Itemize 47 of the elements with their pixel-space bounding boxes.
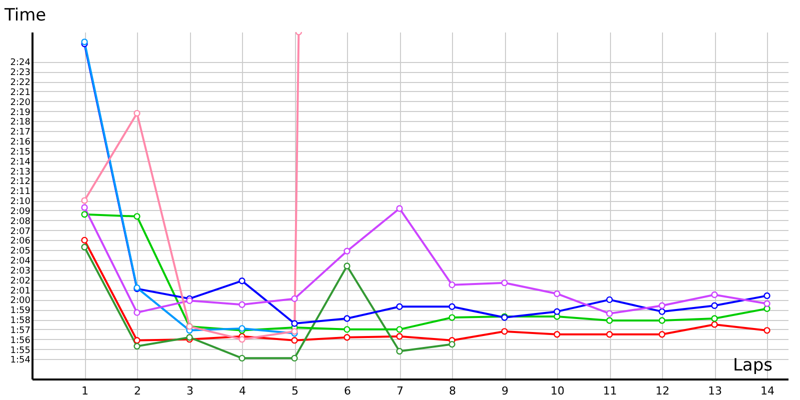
y-tick-label: 2:01 (10, 286, 30, 296)
y-tick-label: 2:19 (10, 108, 31, 118)
y-tick-label: 1:55 (10, 346, 30, 356)
y-tick-label: 2:07 (10, 226, 30, 237)
y-tick-label: 1:56 (10, 336, 31, 346)
y-tick-label: 2:12 (10, 177, 30, 188)
y-tick-label: 1:58 (10, 316, 31, 326)
x-tick-label: 13 (708, 384, 722, 398)
y-tick-label: 2:21 (10, 88, 30, 98)
y-tick-label: 2:00 (10, 296, 31, 306)
y-tick-label: 2:14 (10, 157, 31, 168)
y-tick-label: 2:02 (10, 276, 30, 286)
y-tick-label: 2:10 (10, 197, 31, 208)
y-tick-label: 2:11 (10, 187, 30, 198)
y-tick-label: 2:18 (10, 118, 31, 128)
x-tick-label: 7 (396, 384, 404, 398)
x-tick-label: 8 (449, 384, 456, 398)
y-tick-label: 2:15 (10, 147, 30, 158)
x-tick-label: 12 (656, 384, 670, 398)
x-tick-label: 1 (82, 384, 88, 398)
y-tick-label: 2:04 (10, 256, 31, 267)
y-tick-label: 2:06 (10, 236, 31, 247)
x-axis-title: Laps (732, 356, 773, 376)
x-tick-label: 6 (344, 384, 351, 398)
x-tick-label: 11 (603, 384, 617, 398)
x-tick-label: 5 (292, 384, 298, 398)
x-tick-label: 10 (550, 384, 564, 398)
y-tick-label: 2:13 (10, 167, 30, 178)
y-tick-label: 2:22 (10, 78, 30, 88)
y-tick-label: 2:08 (10, 216, 31, 227)
y-tick-label: 2:23 (10, 68, 30, 78)
y-tick-label: 2:05 (10, 246, 30, 257)
y-tick-label: 2:16 (10, 138, 31, 148)
x-tick-label: 4 (239, 384, 246, 398)
y-tick-label: 2:17 (10, 128, 30, 138)
y-tick-label: 2:24 (10, 58, 31, 68)
y-tick-label: 1:59 (10, 306, 31, 316)
y-tick-label: 2:09 (10, 206, 31, 217)
y-tick-label: 2:20 (10, 98, 31, 108)
y-tick-label: 1:54 (10, 356, 31, 366)
x-tick-label: 2 (134, 384, 141, 398)
y-tick-label: 2:03 (10, 266, 30, 276)
x-tick-label: 9 (502, 384, 508, 398)
y-tick-label: 1:57 (10, 326, 30, 336)
x-tick-label: 14 (760, 384, 774, 398)
x-tick-label: 3 (186, 384, 194, 398)
y-axis-title: Time (4, 6, 46, 26)
